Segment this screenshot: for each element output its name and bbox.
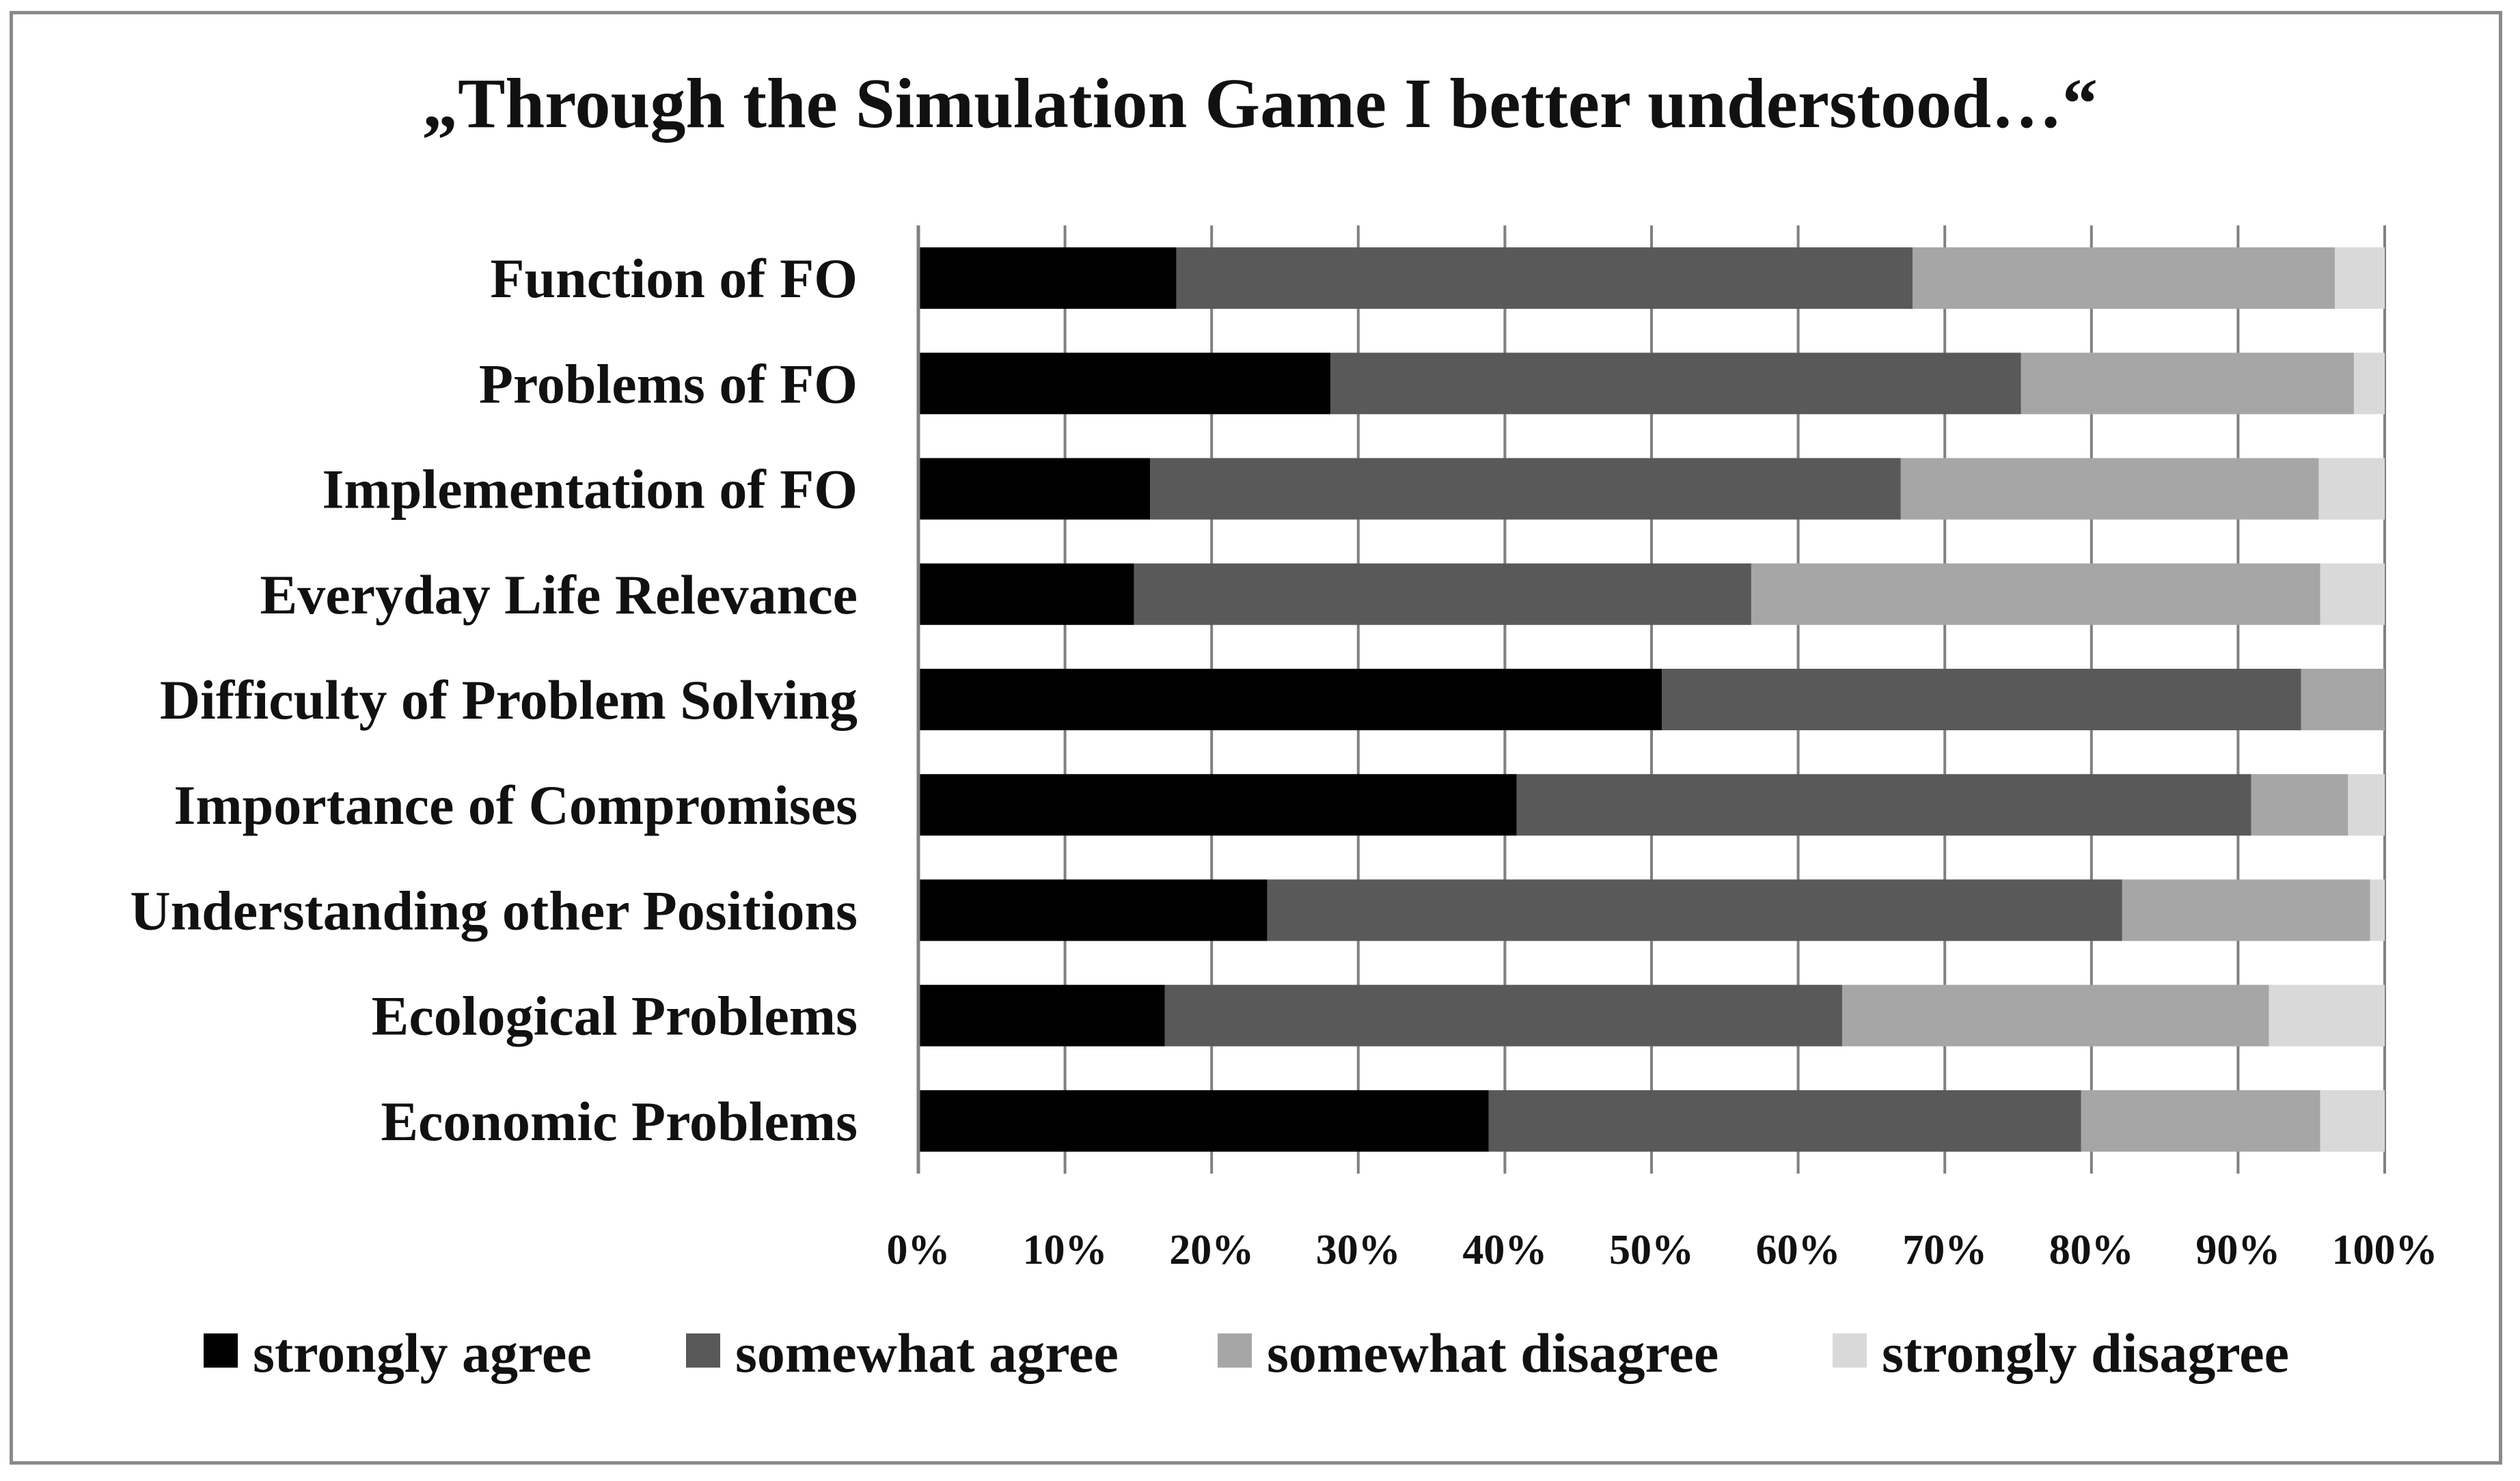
chart-title: „Through the Simulation Game I better un…: [422, 64, 2098, 143]
legend-swatch: [204, 1333, 238, 1368]
labels: 0% 10% 20% 30% 40% 50% 60% 70% 80% 90% 100% Functio…: [130, 247, 2437, 1273]
x-tick-label: 10%: [1023, 1227, 1108, 1273]
x-tick-label: 100%: [2332, 1227, 2438, 1273]
bar-somewhat-disagree: [2122, 879, 2370, 941]
bar-strongly-agree: [918, 669, 1662, 730]
bar-strongly-agree: [918, 879, 1268, 941]
bar-somewhat-agree: [1516, 774, 2251, 836]
bar-strongly-disagree: [2320, 563, 2385, 625]
legend: strongly agree somewhat agree somewhat dis…: [204, 1322, 2289, 1384]
bar-strongly-agree: [918, 247, 1177, 309]
bar-somewhat-agree: [1267, 879, 2122, 941]
legend-label: somewhat disagree: [1267, 1322, 1718, 1384]
bar-strongly-agree: [918, 984, 1165, 1047]
bar-strongly-disagree: [2348, 774, 2385, 836]
bar-somewhat-disagree: [2301, 669, 2385, 730]
category-label: Economic Problems: [381, 1090, 858, 1152]
x-tick-label: 70%: [1902, 1227, 1987, 1273]
bar-strongly-agree: [918, 458, 1151, 520]
x-tick-label: 90%: [2195, 1227, 2280, 1273]
x-tick-label: 80%: [2049, 1227, 2134, 1273]
bar-strongly-disagree: [2335, 247, 2385, 309]
bar-somewhat-disagree: [1912, 247, 2336, 309]
bar-somewhat-agree: [1134, 563, 1751, 625]
category-label: Difficulty of Problem Solving: [160, 669, 858, 731]
category-label: Ecological Problems: [372, 985, 858, 1047]
bar-somewhat-disagree: [2021, 352, 2354, 415]
bar-strongly-disagree: [2269, 984, 2385, 1047]
bar-somewhat-disagree: [2251, 774, 2348, 836]
bar-strongly-disagree: [2353, 352, 2385, 415]
bar-somewhat-agree: [1662, 669, 2301, 730]
bar-strongly-disagree: [2320, 1090, 2385, 1152]
category-label: Function of FO: [490, 247, 858, 309]
bar-strongly-agree: [918, 774, 1517, 836]
x-tick-label: 40%: [1462, 1227, 1547, 1273]
x-tick-label: 20%: [1169, 1227, 1254, 1273]
bar-somewhat-disagree: [1751, 563, 2320, 625]
bar-somewhat-disagree: [1900, 458, 2319, 520]
legend-label: strongly agree: [253, 1322, 592, 1384]
legend-swatch: [1218, 1333, 1252, 1368]
bar-somewhat-agree: [1150, 458, 1901, 520]
legend-swatch: [1833, 1333, 1867, 1368]
bar-strongly-agree: [918, 563, 1134, 625]
bar-somewhat-agree: [1330, 352, 2021, 415]
bar-somewhat-disagree: [1841, 984, 2269, 1047]
bar-strongly-disagree: [2318, 458, 2385, 520]
category-label: Problems of FO: [479, 352, 858, 415]
bar-somewhat-agree: [1164, 984, 1842, 1047]
legend-label: strongly disagree: [1882, 1322, 2289, 1384]
legend-label: somewhat agree: [735, 1322, 1119, 1384]
bar-somewhat-agree: [1176, 247, 1913, 309]
legend-swatch: [686, 1333, 720, 1368]
x-tick-label: 60%: [1756, 1227, 1841, 1273]
x-tick-label: 30%: [1316, 1227, 1401, 1273]
category-label: Understanding other Positions: [130, 879, 858, 941]
bar-somewhat-agree: [1488, 1090, 2081, 1152]
bar-somewhat-disagree: [2081, 1090, 2320, 1152]
bar-strongly-agree: [918, 1090, 1489, 1152]
x-tick-label: 0%: [887, 1227, 950, 1273]
category-label: Everyday Life Relevance: [260, 564, 858, 626]
bar-strongly-disagree: [2370, 879, 2385, 941]
x-tick-label: 50%: [1609, 1227, 1694, 1273]
bars: [918, 247, 2385, 1152]
category-label: Importance of Compromises: [174, 774, 858, 836]
category-label: Implementation of FO: [323, 458, 858, 521]
bar-strongly-agree: [918, 352, 1331, 415]
